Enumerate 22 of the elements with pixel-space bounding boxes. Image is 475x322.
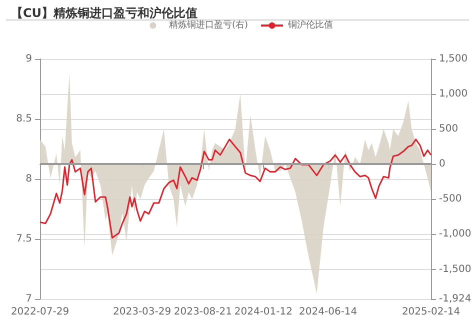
y-tick-label: 8.5: [16, 114, 32, 124]
y-tick-label: 7: [26, 294, 32, 304]
y2-tick-label: 500: [439, 124, 458, 135]
legend-label: 精炼铜进口盈亏(右): [168, 20, 248, 30]
y2-tick-label: -1,000: [439, 228, 472, 240]
y-tick-label: 9: [26, 54, 32, 64]
chart-title: 【CU】精炼铜进口盈亏和沪伦比值: [11, 6, 198, 20]
x-tick-label: 2024-06-14: [299, 306, 358, 318]
y2-tick-label: 1,500: [439, 54, 468, 64]
y2-tick-label: 1,000: [439, 88, 468, 100]
y-tick-label: 7.5: [16, 234, 32, 244]
y2-tick-label: -500: [439, 194, 462, 205]
x-tick-label: 2024-01-12: [234, 306, 292, 318]
legend-label: 铜沪伦比值: [287, 20, 334, 30]
x-tick-label: 2022-07-29: [10, 306, 70, 318]
y2-tick-label: -1,924: [439, 294, 472, 304]
x-tick-label: 2023-03-29: [112, 306, 172, 318]
y2-tick-label: -1,500: [439, 264, 472, 275]
x-tick-label: 2025-02-14: [402, 306, 460, 318]
x-tick-label: 2023-08-21: [174, 306, 232, 318]
y-tick-label: 8: [26, 174, 32, 184]
y2-tick-label: 0: [439, 158, 446, 170]
